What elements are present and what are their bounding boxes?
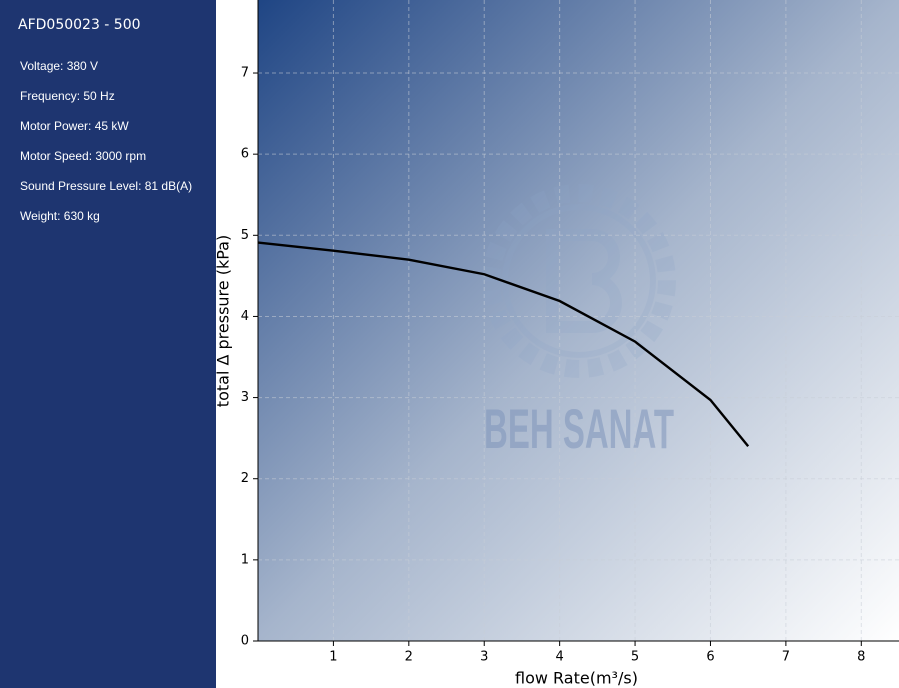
x-tick-label: 3 (480, 650, 488, 665)
y-tick-label: 1 (241, 552, 249, 567)
spec-item: Frequency: 50 Hz (20, 89, 115, 103)
x-tick-label: 8 (857, 650, 865, 665)
x-tick-label: 6 (706, 650, 714, 665)
y-tick-label: 0 (241, 634, 249, 649)
model-title: AFD050023 - 500 (18, 17, 141, 33)
x-tick-label: 7 (782, 650, 790, 665)
spec-item: Voltage: 380 V (20, 59, 99, 73)
y-tick-label: 2 (241, 471, 249, 486)
x-tick-label: 2 (405, 650, 413, 665)
curve (257, 241, 750, 448)
spec-item: Weight: 630 kg (20, 209, 100, 223)
x-axis-label: flow Rate(m³/s) (515, 669, 638, 688)
y-axis-label: total Δ pressure (kPa) (214, 235, 233, 407)
watermark-text: BEH SANAT (484, 397, 674, 460)
y-tick-label: 4 (241, 309, 249, 324)
x-tick-label: 4 (556, 650, 564, 665)
spec-item: Motor Speed: 3000 rpm (20, 149, 147, 163)
y-tick-label: 7 (241, 66, 249, 81)
spec-item: Sound Pressure Level: 81 dB(A) (20, 179, 193, 193)
x-tick-label: 5 (631, 650, 639, 665)
spec-item: Motor Power: 45 kW (20, 119, 129, 133)
sidebar: AFD050023 - 500 Voltage: 380 V Frequency:… (0, 0, 216, 688)
y-tick-label: 6 (241, 147, 249, 162)
y-tick-label: 3 (241, 390, 249, 405)
y-tick-label: 5 (241, 228, 249, 243)
plot-area (258, 0, 899, 641)
x-tick-label: 1 (329, 650, 337, 665)
